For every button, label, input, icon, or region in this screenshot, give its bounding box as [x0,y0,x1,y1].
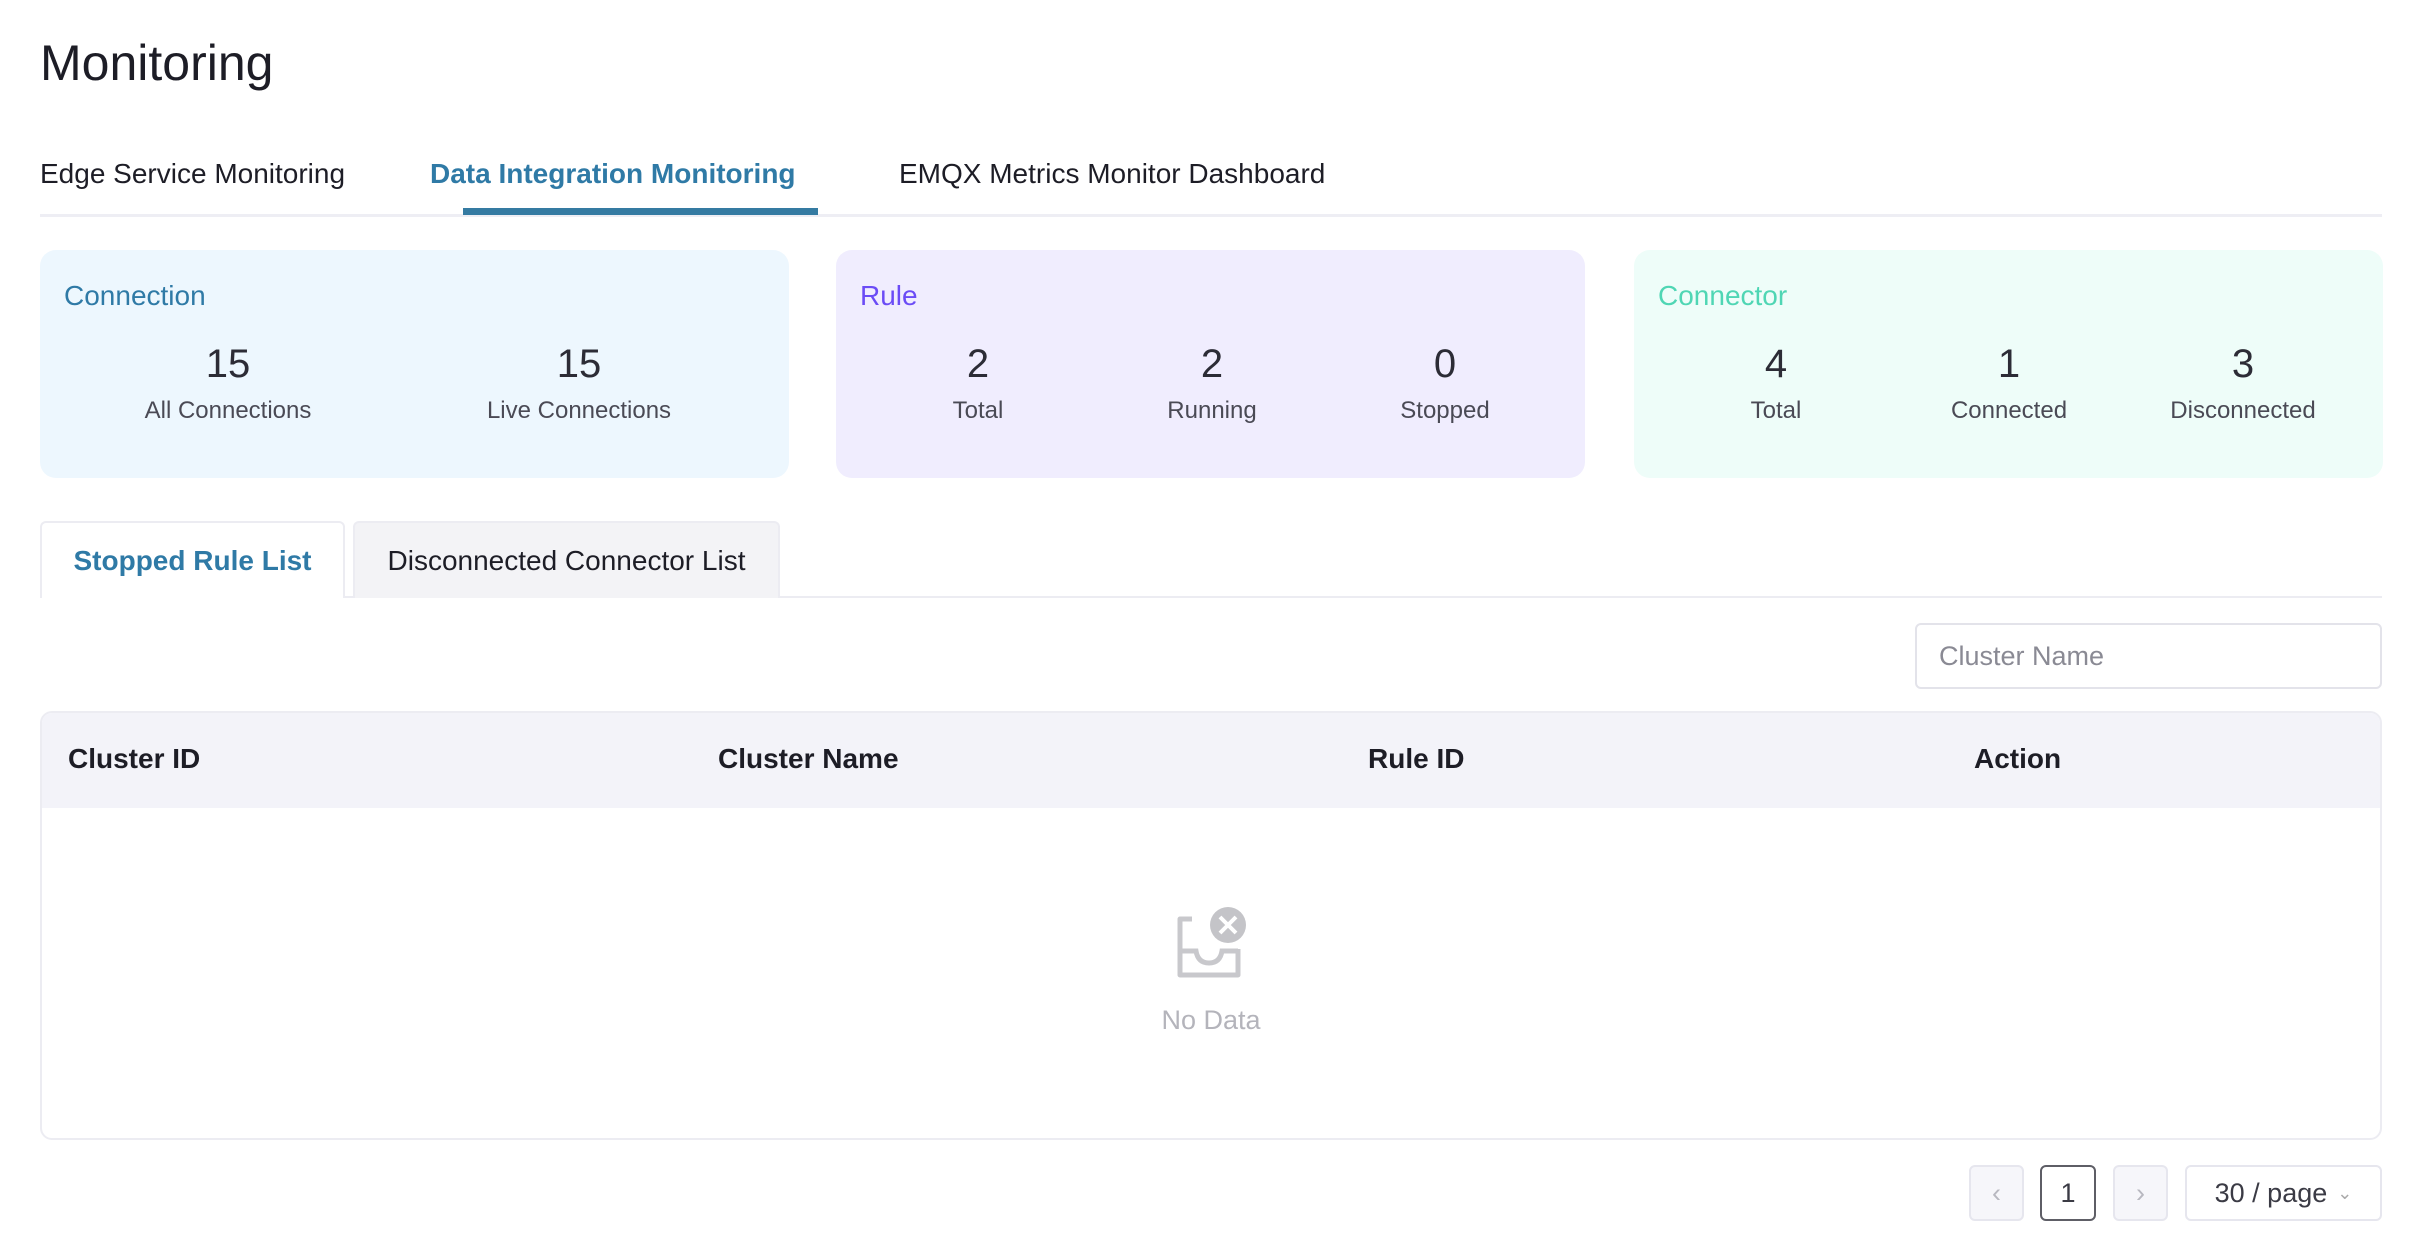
tab-emqx-metrics-dashboard[interactable]: EMQX Metrics Monitor Dashboard [899,158,1326,189]
subtab-divider [40,596,2382,598]
empty-text: No Data [1161,1005,1261,1035]
empty-inbox-icon [1160,905,1260,990]
chevron-down-icon: ⌄ [2337,1182,2353,1203]
stat-value: 15 [556,342,602,386]
card-title: Rule [860,280,918,311]
prev-page-button[interactable]: ‹ [1969,1165,2024,1221]
stat-label: Stopped [1400,397,1490,424]
main-tabs: Edge Service Monitoring Data Integration… [40,150,2382,217]
card-title: Connector [1658,280,1788,311]
stat-value: 15 [205,342,251,386]
stat-rule-total: 2 Total [858,342,1098,425]
stat-label: All Connections [144,397,312,424]
page-1-button[interactable]: 1 [2040,1165,2096,1221]
stat-value: 2 [1200,342,1224,386]
page-size-select[interactable]: 30 / page ⌄ [2185,1165,2382,1221]
card-title: Connection [64,280,206,311]
stat-label: Live Connections [486,397,672,424]
stat-value: 3 [2231,342,2255,386]
stat-connector-total: 4 Total [1656,342,1896,425]
stopped-rule-table: Cluster ID Cluster Name Rule ID Action [40,711,2382,1140]
rule-card: Rule 2 Total 2 Running 0 Stopped [836,250,1585,478]
table-header: Cluster ID Cluster Name Rule ID Action [42,713,2380,808]
stat-label: Total [1750,397,1802,424]
column-cluster-name: Cluster Name [718,743,899,774]
tab-edge-service-monitoring[interactable]: Edge Service Monitoring [40,158,346,189]
page-size-value: 30 / page [2214,1177,2328,1208]
cluster-name-search-input[interactable] [1915,623,2382,689]
subtab-disconnected-connector-list[interactable]: Disconnected Connector List [353,521,780,598]
stat-value: 0 [1433,342,1457,386]
stat-live-connections: 15 Live Connections [459,342,699,425]
tab-data-integration-monitoring[interactable]: Data Integration Monitoring [430,158,796,189]
stat-connector-disconnected: 3 Disconnected [2123,342,2363,425]
column-cluster-id: Cluster ID [68,743,201,774]
stat-all-connections: 15 All Connections [108,342,348,425]
stat-label: Running [1167,397,1257,424]
chevron-left-icon: ‹ [1992,1177,2001,1208]
next-page-button[interactable]: › [2113,1165,2168,1221]
stat-rule-running: 2 Running [1092,342,1332,425]
column-rule-id: Rule ID [1368,743,1465,774]
stat-label: Connected [1950,397,2068,424]
page-title: Monitoring [40,35,274,91]
stat-label: Disconnected [2170,397,2316,424]
chevron-right-icon: › [2136,1177,2145,1208]
stat-value: 4 [1764,342,1788,386]
connector-card: Connector 4 Total 1 Connected 3 Disconnecte… [1634,250,2383,478]
column-action: Action [1974,743,2062,774]
subtab-stopped-rule-list[interactable]: Stopped Rule List [40,521,345,598]
stat-value: 1 [1997,342,2021,386]
stat-rule-stopped: 0 Stopped [1325,342,1565,425]
stat-label: Total [952,397,1004,424]
stat-value: 2 [966,342,990,386]
connection-card: Connection 15 All Connections 15 Live Conn… [40,250,789,478]
active-tab-indicator [463,208,818,215]
stat-connector-connected: 1 Connected [1889,342,2129,425]
